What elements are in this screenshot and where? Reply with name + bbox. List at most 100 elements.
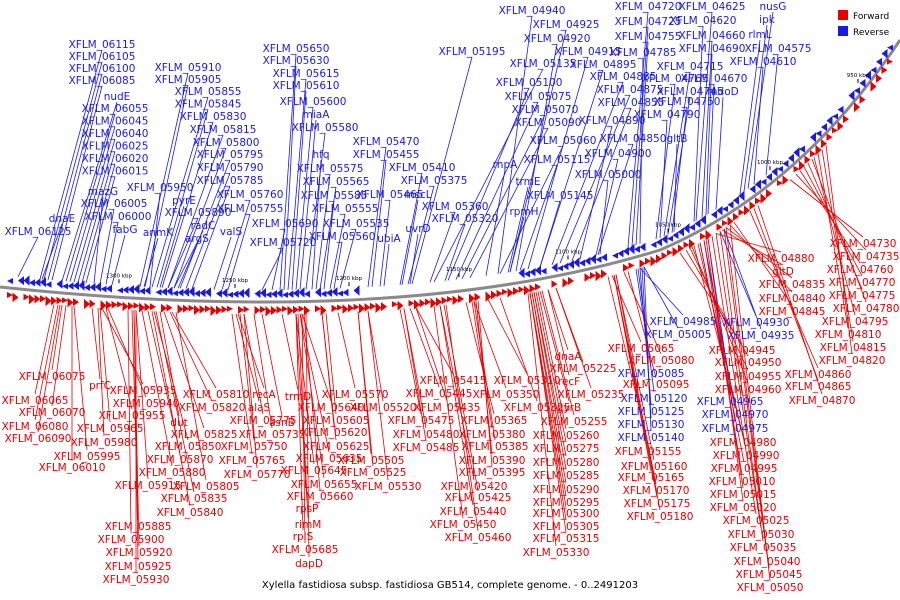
leader-line [691, 246, 749, 384]
gene-label: gyrB [557, 402, 581, 414]
gene-label: XFLM_05280 [533, 457, 600, 469]
leader-line [173, 230, 204, 289]
leader-line [323, 200, 335, 290]
gene-label: XFLM_05005 [645, 329, 712, 341]
gene-label: XFLM_05415 [420, 375, 487, 387]
reverse-feature-arrow [865, 70, 871, 81]
gene-label: XFLM_05940 [113, 398, 180, 410]
forward-feature-arrow [568, 276, 574, 285]
gene-label: XFLM_05890 [165, 207, 232, 219]
forward-feature-arrow [623, 263, 629, 272]
forward-feature-arrow [117, 301, 123, 308]
gene-label: XFLM_05630 [263, 55, 330, 67]
gene-label: XFLM_05690 [252, 218, 319, 230]
leader-line [85, 176, 116, 284]
gene-label: XFLM_05825 [171, 429, 238, 441]
leader-line [531, 292, 567, 497]
reverse-feature-arrow [254, 289, 261, 299]
reverse-feature-arrow [700, 214, 706, 225]
reverse-feature-arrow [859, 78, 866, 88]
gene-label: XFLM_05880 [139, 467, 206, 479]
forward-feature-arrow [590, 272, 596, 280]
forward-feature-arrow [859, 95, 866, 104]
leader-line [367, 146, 387, 288]
gene-label: XFLM_05840 [157, 507, 224, 519]
leader-line [367, 311, 384, 402]
forward-feature-arrow [144, 302, 151, 312]
forward-feature-arrow [766, 188, 772, 198]
leader-line [127, 309, 132, 534]
forward-feature-arrow [870, 81, 877, 92]
gene-label: XFLM_05050 [737, 582, 804, 594]
forward-feature-arrow [672, 247, 679, 257]
reverse-feature-arrow [205, 287, 211, 298]
reverse-feature-arrow [524, 270, 530, 278]
gene-label: XFLM_04870 [789, 395, 856, 407]
gene-label: rlmL [748, 29, 771, 41]
gene-label: XFLM_04835 [759, 279, 826, 291]
reverse-feature-arrow [683, 223, 690, 234]
forward-feature-arrow [760, 193, 767, 204]
leader-line [301, 313, 306, 544]
reverse-feature-arrow [216, 289, 222, 298]
leader-line [795, 173, 867, 251]
leader-line [443, 304, 479, 492]
gene-label: XFLM_04775 [829, 290, 896, 302]
gene-label: anmK [143, 227, 174, 239]
gene-label: XFLM_05755 [217, 203, 284, 215]
gene-label: recF [558, 376, 580, 388]
gene-label: XFLM_04990 [713, 450, 780, 462]
leader-line [144, 84, 189, 287]
gene-label: XFLM_05580 [292, 122, 359, 134]
leader-line [639, 57, 644, 244]
forward-feature-arrow [364, 303, 371, 312]
leader-line [149, 192, 161, 288]
gene-label: XFLM_05965 [77, 423, 144, 435]
leader-line [315, 173, 331, 290]
gene-label: XFLM_05325 [504, 402, 571, 414]
gene-label: mscL [404, 189, 431, 201]
gene-label: XFLM_04975 [702, 423, 769, 435]
leader-line [399, 308, 422, 415]
reverse-feature-arrow [73, 281, 79, 291]
reverse-feature-arrow [18, 276, 24, 286]
reverse-feature-arrow [832, 113, 838, 120]
legend-forward-swatch [838, 10, 848, 20]
forward-feature-arrow [342, 304, 349, 314]
reverse-feature-arrow [535, 265, 541, 276]
forward-feature-arrow [447, 296, 453, 303]
gene-label: XFLM_05640 [298, 402, 365, 414]
forward-feature-arrow [243, 305, 250, 313]
gene-label: XFLM_05285 [533, 470, 600, 482]
gene-label: XFLM_05480 [393, 429, 460, 441]
forward-feature-arrow [430, 297, 437, 309]
gene-label: XFLM_06005 [81, 198, 148, 210]
gene-label: XFLM_05830 [180, 111, 247, 123]
forward-feature-arrow [183, 304, 189, 313]
gene-label: XFLM_04750 [654, 96, 721, 108]
gene-label: XFLM_06070 [19, 407, 86, 419]
gene-label: XFLM_05385 [462, 441, 529, 453]
leader-line [439, 305, 474, 506]
gene-label: XFLM_05435 [414, 402, 481, 414]
reverse-feature-arrow [711, 210, 717, 219]
reverse-feature-arrow [733, 195, 739, 205]
forward-feature-arrow [23, 293, 30, 301]
gene-label: miaA [303, 109, 331, 121]
leader-line [167, 217, 199, 289]
reverse-feature-arrow [106, 284, 112, 293]
forward-feature-arrow [683, 241, 690, 249]
reverse-feature-arrow [837, 105, 844, 114]
forward-feature-arrow [595, 270, 602, 282]
leader-line [239, 313, 255, 441]
reverse-feature-arrow [650, 241, 657, 248]
gene-label: XFLM_04785 [610, 47, 677, 59]
leader-line [399, 172, 423, 285]
leader-line [283, 65, 297, 290]
gene-label: XFLM_05750 [221, 441, 288, 453]
forward-feature-arrow [51, 296, 57, 306]
forward-feature-arrow [551, 280, 558, 288]
gene-label: XFLM_04760 [827, 264, 894, 276]
forward-feature-arrow [452, 295, 459, 306]
forward-feature-arrow [133, 302, 140, 309]
